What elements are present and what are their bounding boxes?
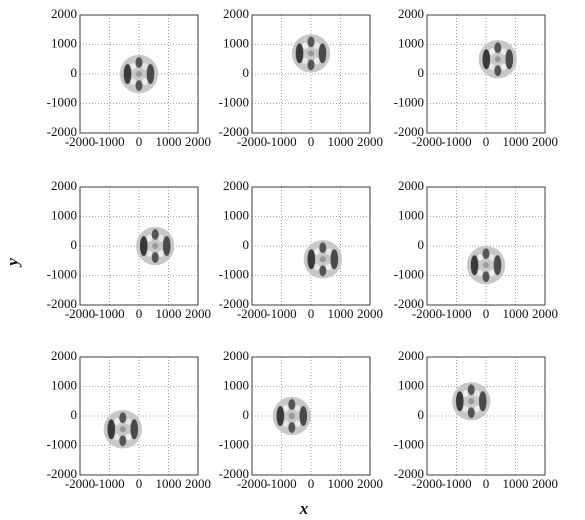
- x-tick-label: -1000: [94, 476, 124, 491]
- x-tick-label: 0: [136, 306, 143, 321]
- x-tick-label: 0: [136, 134, 143, 149]
- speckle-disc: [304, 240, 342, 278]
- x-tick-label: -1000: [266, 476, 296, 491]
- y-tick-label: 0: [418, 407, 425, 422]
- figure: x y -2000-1000010002000-2000-10000100020…: [0, 0, 585, 520]
- x-tick-label: 2000: [532, 476, 558, 491]
- speckle-disc: [120, 55, 158, 93]
- speckle-disc: [467, 246, 505, 284]
- y-tick-label: 0: [418, 237, 425, 252]
- speckle-disc: [292, 34, 330, 72]
- y-tick-label: -1000: [219, 436, 249, 451]
- y-tick-label: -1000: [219, 266, 249, 281]
- y-tick-label: -2000: [219, 124, 249, 139]
- x-tick-label: 1000: [503, 134, 529, 149]
- plot-frame: [252, 15, 370, 133]
- x-tick-label: -1000: [266, 306, 296, 321]
- y-tick-label: -2000: [47, 124, 77, 139]
- y-tick-label: -2000: [219, 466, 249, 481]
- y-tick-label: 2000: [223, 348, 249, 363]
- y-tick-label: -2000: [47, 296, 77, 311]
- y-tick-label: 2000: [223, 6, 249, 21]
- x-tick-label: 1000: [156, 476, 182, 491]
- plot-border: [427, 357, 545, 475]
- y-tick-label: 1000: [398, 35, 424, 50]
- x-tick-label: -1000: [441, 306, 471, 321]
- plot-border: [252, 15, 370, 133]
- y-tick-label: 1000: [51, 207, 77, 222]
- y-tick-label: 0: [243, 65, 250, 80]
- y-tick-label: -2000: [394, 124, 424, 139]
- y-tick-label: 1000: [51, 35, 77, 50]
- y-tick-label: -2000: [394, 296, 424, 311]
- x-tick-label: 1000: [156, 134, 182, 149]
- x-tick-label: 2000: [357, 306, 383, 321]
- x-tick-label: -1000: [441, 134, 471, 149]
- x-tick-label: 0: [308, 476, 315, 491]
- x-tick-label: 1000: [156, 306, 182, 321]
- x-tick-label: 1000: [328, 476, 354, 491]
- y-tick-label: 2000: [398, 178, 424, 193]
- y-tick-label: -1000: [47, 436, 77, 451]
- y-tick-label: -1000: [394, 436, 424, 451]
- speckle-disc: [273, 397, 311, 435]
- y-tick-label: 2000: [51, 348, 77, 363]
- x-tick-label: 2000: [357, 134, 383, 149]
- x-tick-label: 1000: [503, 306, 529, 321]
- y-axis-label: y: [3, 258, 22, 268]
- y-tick-label: 0: [71, 237, 78, 252]
- x-tick-label: 1000: [328, 134, 354, 149]
- y-tick-label: 1000: [223, 35, 249, 50]
- speckle-disc: [104, 410, 142, 448]
- y-tick-label: -2000: [219, 296, 249, 311]
- y-tick-label: 1000: [398, 377, 424, 392]
- y-tick-label: 0: [71, 65, 78, 80]
- x-tick-label: 0: [483, 134, 490, 149]
- x-axis-label: x: [299, 499, 309, 518]
- x-tick-label: 2000: [185, 476, 211, 491]
- speckle-disc: [479, 40, 517, 78]
- y-tick-label: -2000: [394, 466, 424, 481]
- x-tick-label: 0: [136, 476, 143, 491]
- plot-frame: [80, 357, 198, 475]
- y-tick-label: 2000: [398, 348, 424, 363]
- x-tick-label: 2000: [532, 306, 558, 321]
- y-tick-label: 0: [243, 237, 250, 252]
- y-tick-label: -1000: [47, 94, 77, 109]
- y-tick-label: -1000: [394, 94, 424, 109]
- y-tick-label: 1000: [223, 207, 249, 222]
- y-tick-label: 2000: [398, 6, 424, 21]
- y-tick-label: 2000: [51, 6, 77, 21]
- y-tick-label: -1000: [219, 94, 249, 109]
- y-tick-label: 1000: [51, 377, 77, 392]
- x-tick-label: 1000: [328, 306, 354, 321]
- y-tick-label: 0: [418, 65, 425, 80]
- x-tick-label: 2000: [532, 134, 558, 149]
- y-tick-label: -1000: [394, 266, 424, 281]
- x-tick-label: -1000: [266, 134, 296, 149]
- x-tick-label: -1000: [94, 134, 124, 149]
- y-tick-label: 2000: [223, 178, 249, 193]
- x-tick-label: -1000: [441, 476, 471, 491]
- x-tick-label: 0: [308, 134, 315, 149]
- plot-border: [80, 357, 198, 475]
- x-tick-label: -1000: [94, 306, 124, 321]
- y-tick-label: 1000: [398, 207, 424, 222]
- y-tick-label: -2000: [47, 466, 77, 481]
- y-tick-label: 0: [71, 407, 78, 422]
- speckle-disc: [452, 382, 490, 420]
- x-tick-label: 2000: [185, 306, 211, 321]
- plot-frame: [427, 357, 545, 475]
- x-tick-label: 1000: [503, 476, 529, 491]
- y-tick-label: 1000: [223, 377, 249, 392]
- x-tick-label: 0: [483, 306, 490, 321]
- y-tick-label: -1000: [47, 266, 77, 281]
- x-tick-label: 2000: [185, 134, 211, 149]
- x-tick-label: 0: [308, 306, 315, 321]
- y-tick-label: 0: [243, 407, 250, 422]
- speckle-disc: [136, 227, 174, 265]
- x-tick-label: 2000: [357, 476, 383, 491]
- y-tick-label: 2000: [51, 178, 77, 193]
- x-tick-label: 0: [483, 476, 490, 491]
